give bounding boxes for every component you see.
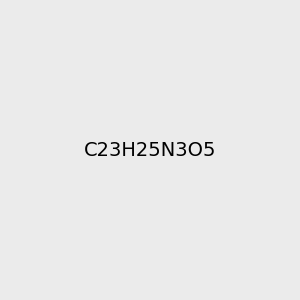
Text: C23H25N3O5: C23H25N3O5 xyxy=(84,140,216,160)
